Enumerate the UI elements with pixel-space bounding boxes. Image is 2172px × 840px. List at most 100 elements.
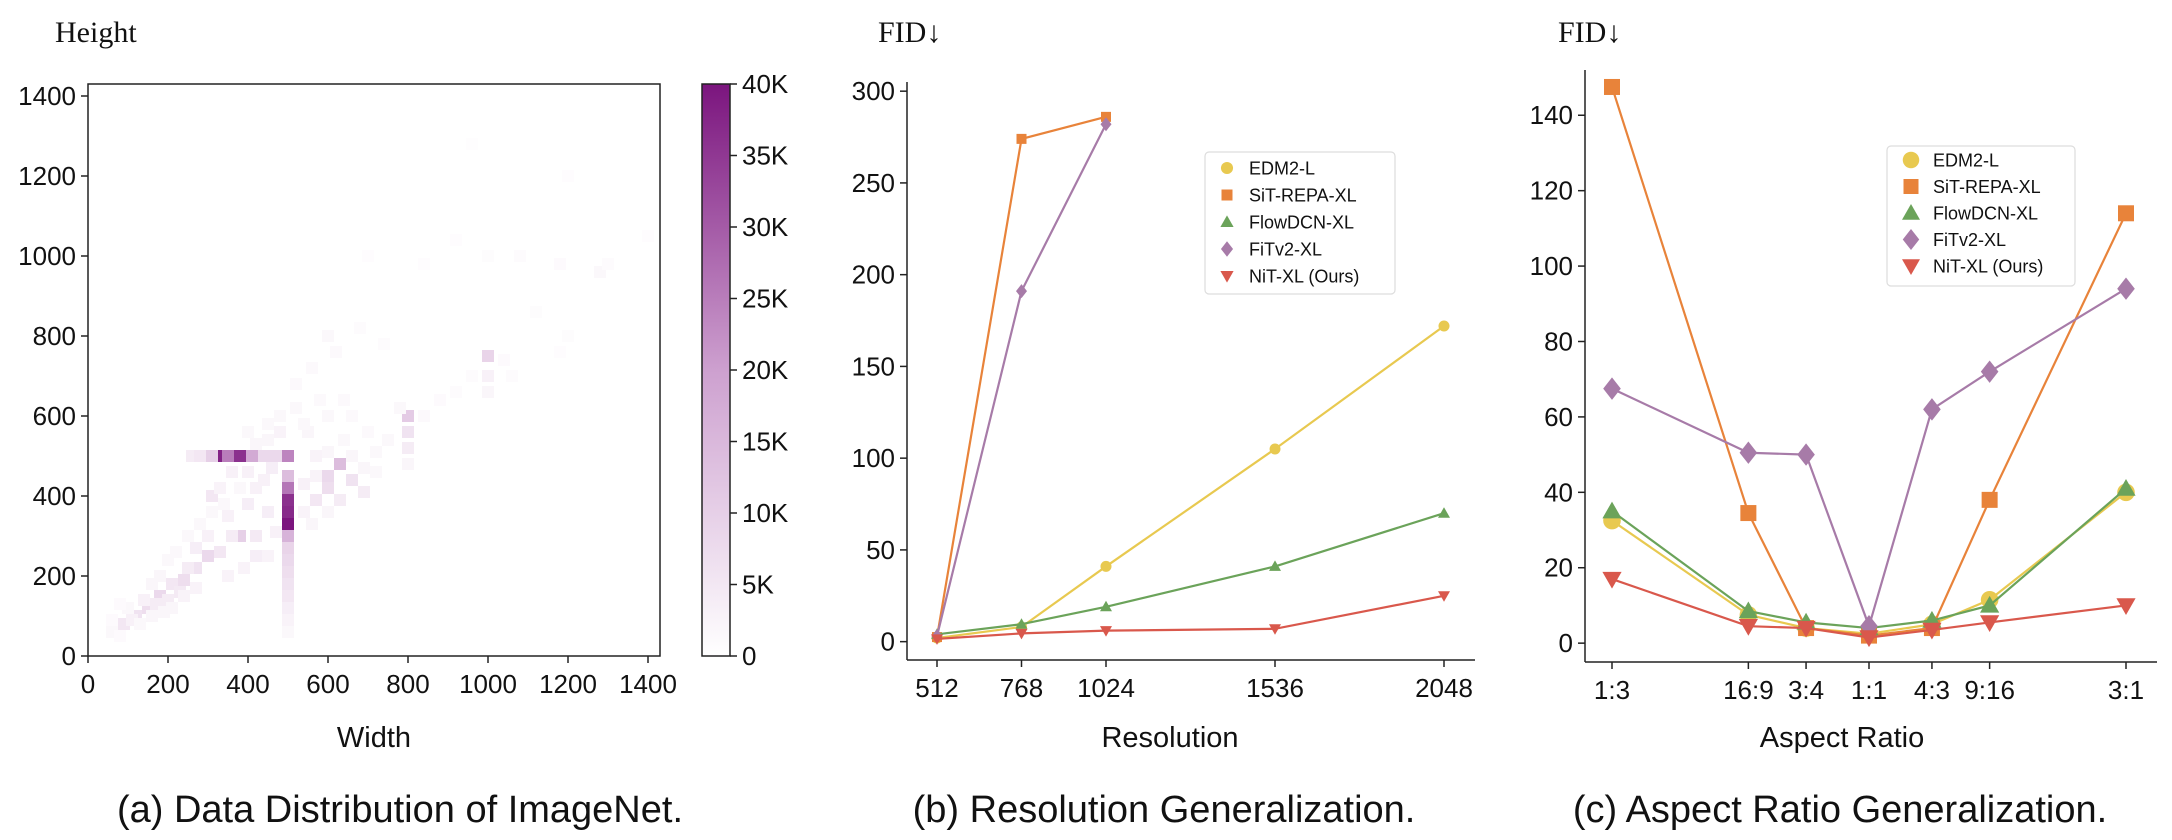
heatmap-cell: [482, 250, 494, 262]
panel-b-x-tick-label: 1024: [1077, 673, 1135, 703]
panel-c-xlabel: Aspect Ratio: [1760, 722, 1924, 754]
heatmap-x-tick-label: 1000: [459, 669, 517, 699]
heatmap-cell: [602, 258, 614, 270]
data-point: [1100, 117, 1112, 132]
panel-b-y-tick-label: 100: [852, 443, 895, 473]
heatmap-cell: [262, 550, 274, 562]
legend-label: SiT-REPA-XL: [1933, 177, 2041, 197]
panel-b-series: [931, 111, 1450, 645]
heatmap-cell: [202, 550, 214, 562]
panel-b-ticks: 0 50 100 150 200 250 300 512 768 1024 1536 2048: [852, 76, 1473, 703]
legend-marker: [1220, 161, 1234, 175]
colorbar-tick-label: 15K: [742, 427, 789, 457]
heatmap-y-tick-label: 200: [33, 561, 76, 591]
panel-c-y-tick-label: 20: [1544, 553, 1573, 583]
heatmap-cell: [450, 234, 462, 246]
panel-c-aspect-ratio-chart: FID↓ 0 20 40 60 80 100 120 140 1:3 16:9 3:4 1:1 4:3 9…: [1530, 16, 2157, 831]
legend-label: FiTv2-XL: [1249, 239, 1322, 259]
heatmap-cell: [146, 610, 158, 622]
heatmap-cell: [338, 394, 350, 406]
legend-label: SiT-REPA-XL: [1249, 185, 1357, 205]
heatmap-cell: [282, 626, 294, 638]
data-point: [1016, 284, 1027, 299]
heatmap-cell: [250, 530, 262, 542]
data-point: [2116, 598, 2136, 616]
heatmap-cell: [266, 462, 278, 474]
heatmap-cell: [562, 330, 574, 342]
heatmap-y-tick-label: 400: [33, 481, 76, 511]
heatmap-cell: [134, 618, 146, 630]
panel-b-y-tick-label: 0: [881, 627, 895, 657]
heatmap-y-tick-label: 1200: [18, 161, 76, 191]
heatmap-x-tick-label: 600: [306, 669, 349, 699]
heatmap-cell: [274, 410, 286, 422]
heatmap-cell: [190, 582, 202, 594]
data-point: [2116, 478, 2136, 496]
data-point: [1016, 133, 1027, 144]
colorbar-ticks: 0 5K 10K 15K 20K 25K 30K 35K 40K: [730, 69, 789, 671]
heatmap-cell: [382, 434, 394, 446]
legend-label: FlowDCN-XL: [1933, 203, 2038, 223]
heatmap-cell: [282, 450, 294, 462]
panel-b-xlabel: Resolution: [1101, 722, 1238, 754]
heatmap-cell: [226, 466, 238, 478]
heatmap-cell: [190, 542, 202, 554]
series-line: [1611, 487, 2127, 630]
heatmap-cell: [106, 614, 118, 626]
series-line: [936, 512, 1445, 636]
heatmap-cells: [106, 138, 654, 642]
heatmap-x-tick-label: 200: [146, 669, 189, 699]
heatmap-x-tick-label: 800: [386, 669, 429, 699]
heatmap-cell: [562, 170, 574, 182]
panel-c-x-tick-label: 4:3: [1914, 675, 1950, 705]
heatmap-cell: [178, 590, 190, 602]
heatmap-cell: [314, 394, 326, 406]
panel-c-x-tick-label: 3:1: [2108, 675, 2144, 705]
legend-label: FiTv2-XL: [1933, 230, 2006, 250]
series-line: [936, 594, 1445, 640]
heatmap-cell: [114, 630, 126, 642]
heatmap-cell: [402, 458, 414, 470]
heatmap-cell: [242, 426, 254, 438]
panel-b-ylabel: FID↓: [878, 16, 941, 49]
heatmap-cell: [178, 574, 190, 586]
heatmap-y-tick-label: 0: [62, 641, 76, 671]
heatmap-x-tick-label: 400: [226, 669, 269, 699]
heatmap-cell: [214, 482, 226, 494]
heatmap-cell: [194, 450, 206, 462]
legend-marker: [1902, 204, 1920, 220]
heatmap-cell: [310, 470, 322, 482]
legend-label: EDM2-L: [1249, 158, 1315, 178]
heatmap-x-ticks: 0 200 400 600 800 1000 1200 1400: [81, 656, 677, 699]
heatmap-cell: [362, 250, 374, 262]
heatmap-cell: [530, 306, 542, 318]
heatmap-cell: [322, 330, 334, 342]
panel-b-y-tick-label: 250: [852, 168, 895, 198]
colorbar-tick-label: 5K: [742, 570, 774, 600]
heatmap-cell: [378, 338, 390, 350]
panel-c-y-tick-label: 40: [1544, 477, 1573, 507]
heatmap-cell: [182, 562, 194, 574]
heatmap-cell: [322, 506, 334, 518]
data-point: [1602, 501, 1622, 519]
data-point: [1797, 443, 1815, 466]
heatmap-cell: [402, 426, 414, 438]
heatmap-cell: [166, 602, 178, 614]
panel-c-y-tick-label: 120: [1530, 176, 1573, 206]
series-line: [935, 115, 1107, 638]
data-point: [1269, 560, 1281, 571]
heatmap-cell: [194, 518, 206, 530]
colorbar-tick-label: 0: [742, 641, 756, 671]
colorbar-tick-label: 40K: [742, 69, 789, 99]
panel-b-caption: (b) Resolution Generalization.: [913, 789, 1416, 831]
heatmap-cell: [306, 518, 318, 530]
colorbar-tick-label: 10K: [742, 498, 789, 528]
panel-c-legend: EDM2-L SiT-REPA-XL FlowDCN-XL FiTv2-XL NiT-X…: [1902, 150, 2043, 276]
legend-marker: [1220, 215, 1234, 227]
heatmap-cell: [282, 602, 294, 614]
data-point: [1981, 491, 1998, 508]
data-point: [2117, 277, 2135, 300]
panel-c-x-tick-label: 1:3: [1594, 675, 1630, 705]
heatmap-cell: [282, 506, 294, 518]
heatmap-cell: [282, 614, 294, 626]
